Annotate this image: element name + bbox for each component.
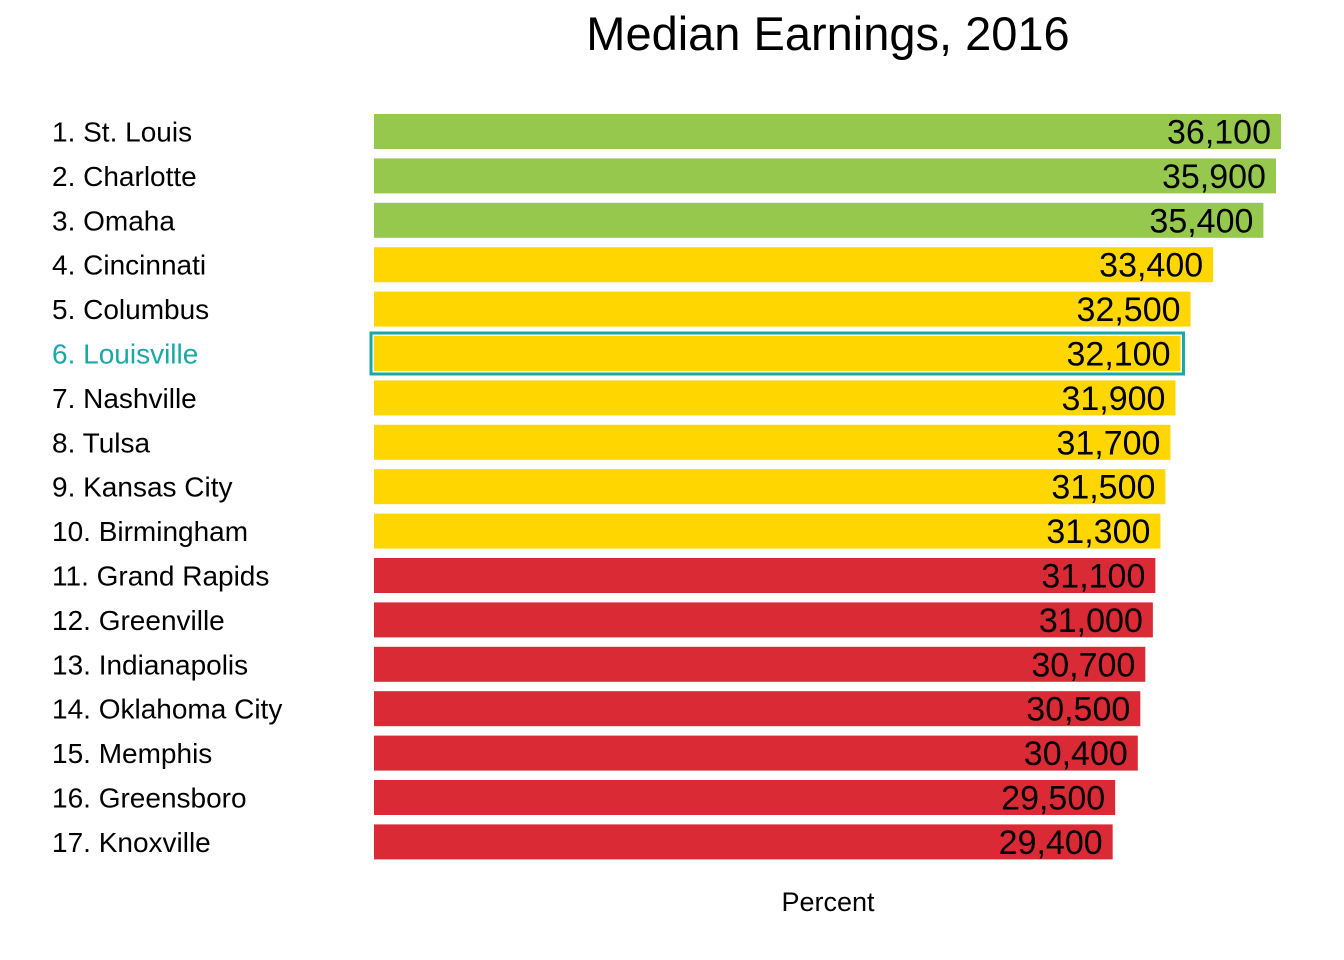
value-labels: 36,100 35,900 35,400 33,400 32,500 32,100 31,9… bbox=[999, 114, 1271, 862]
bar bbox=[374, 824, 1113, 860]
category-label: 16. Greensboro bbox=[52, 783, 247, 814]
category-label: 12. Greenville bbox=[52, 605, 225, 636]
bars bbox=[369, 114, 1281, 860]
category-label: 14. Oklahoma City bbox=[52, 694, 282, 725]
chart-title: Median Earnings, 2016 bbox=[586, 7, 1070, 60]
bar bbox=[374, 114, 1281, 149]
category-label: 10. Birmingham bbox=[52, 516, 248, 547]
value-label: 35,900 bbox=[1162, 158, 1266, 196]
value-label: 31,000 bbox=[1039, 602, 1143, 640]
bar bbox=[374, 691, 1141, 727]
value-label: 29,400 bbox=[999, 824, 1103, 862]
category-label: 5. Columbus bbox=[52, 294, 209, 325]
category-label: 11. Grand Rapids bbox=[52, 561, 269, 592]
bar bbox=[374, 558, 1156, 593]
value-label: 30,700 bbox=[1031, 646, 1135, 684]
bar bbox=[374, 291, 1191, 327]
value-label: 29,500 bbox=[1001, 780, 1105, 818]
bar bbox=[374, 202, 1264, 238]
value-label: 31,500 bbox=[1051, 469, 1155, 507]
bar bbox=[374, 469, 1166, 505]
bar bbox=[374, 780, 1116, 815]
bar bbox=[374, 602, 1153, 638]
category-label: 6. Louisville bbox=[52, 339, 198, 370]
value-label: 30,400 bbox=[1024, 735, 1128, 773]
category-label: 1. St. Louis bbox=[52, 117, 192, 148]
bar bbox=[374, 247, 1214, 283]
category-label: 3. Omaha bbox=[52, 205, 175, 236]
category-labels: 1. St. Louis 2. Charlotte 3. Omaha 4. Cinci… bbox=[52, 117, 282, 858]
value-label: 31,300 bbox=[1046, 513, 1150, 551]
value-label: 31,700 bbox=[1056, 424, 1160, 462]
bar bbox=[374, 424, 1171, 460]
category-label: 4. Cincinnati bbox=[52, 250, 206, 281]
value-label: 36,100 bbox=[1167, 114, 1271, 152]
category-label: 8. Tulsa bbox=[52, 427, 150, 458]
value-label: 33,400 bbox=[1099, 247, 1203, 285]
value-label: 31,900 bbox=[1061, 380, 1165, 418]
bar bbox=[374, 646, 1146, 682]
category-label: 9. Kansas City bbox=[52, 472, 233, 503]
category-label: 2. Charlotte bbox=[52, 161, 197, 192]
bar bbox=[374, 735, 1138, 771]
value-label: 32,100 bbox=[1067, 336, 1171, 374]
bar bbox=[374, 380, 1176, 416]
x-axis-label: Percent bbox=[781, 887, 875, 917]
category-label: 15. Memphis bbox=[52, 738, 212, 769]
value-label: 35,400 bbox=[1149, 202, 1253, 240]
category-label: 7. Nashville bbox=[52, 383, 197, 414]
bar bbox=[374, 158, 1276, 194]
value-label: 32,500 bbox=[1077, 291, 1181, 329]
value-label: 31,100 bbox=[1041, 558, 1145, 596]
value-label: 30,500 bbox=[1026, 691, 1130, 729]
bar bbox=[374, 336, 1181, 371]
category-label: 17. Knoxville bbox=[52, 827, 211, 858]
highlight-outline bbox=[369, 331, 1186, 376]
bar bbox=[374, 513, 1161, 549]
category-label: 13. Indianapolis bbox=[52, 649, 248, 680]
